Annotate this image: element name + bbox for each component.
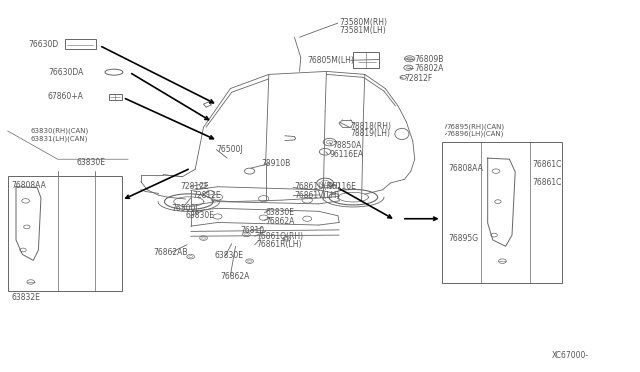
Text: 72812F: 72812F bbox=[404, 74, 433, 83]
Text: 73581M(LH): 73581M(LH) bbox=[339, 26, 386, 35]
Text: 76630DA: 76630DA bbox=[48, 68, 83, 77]
Text: 78910B: 78910B bbox=[261, 159, 291, 168]
Text: 63832E: 63832E bbox=[12, 293, 40, 302]
Text: 73580M(RH): 73580M(RH) bbox=[339, 18, 387, 27]
Text: 76896(LH)(CAN): 76896(LH)(CAN) bbox=[447, 131, 504, 137]
Bar bbox=[109, 94, 122, 100]
Text: 63830E: 63830E bbox=[266, 208, 294, 217]
Text: 76862AB: 76862AB bbox=[154, 248, 188, 257]
Text: 76809B: 76809B bbox=[415, 55, 444, 64]
Text: 76895G: 76895G bbox=[448, 234, 478, 243]
Text: 76861U(RH): 76861U(RH) bbox=[294, 182, 341, 191]
Text: 76861R(LH): 76861R(LH) bbox=[256, 240, 301, 249]
Text: 96116EA: 96116EA bbox=[330, 150, 364, 159]
Text: 63830(RH)(CAN): 63830(RH)(CAN) bbox=[31, 128, 89, 134]
Text: 76895(RH)(CAN): 76895(RH)(CAN) bbox=[447, 123, 505, 130]
Text: 76810: 76810 bbox=[240, 226, 264, 235]
Text: 63830E: 63830E bbox=[186, 211, 214, 220]
Text: 76862A: 76862A bbox=[266, 217, 295, 226]
Text: 78850A: 78850A bbox=[333, 141, 362, 150]
Bar bbox=[442, 142, 562, 283]
Text: 96116E: 96116E bbox=[328, 182, 356, 191]
Bar bbox=[8, 176, 122, 291]
Text: 72812E: 72812E bbox=[192, 191, 221, 200]
Text: 63831(LH)(CAN): 63831(LH)(CAN) bbox=[31, 135, 88, 142]
Text: 76808AA: 76808AA bbox=[12, 182, 46, 190]
Text: 76630D: 76630D bbox=[29, 40, 59, 49]
Text: 76802A: 76802A bbox=[415, 64, 444, 73]
Text: 76500J: 76500J bbox=[216, 145, 243, 154]
Text: 76500J: 76500J bbox=[172, 204, 198, 213]
Text: 63830E: 63830E bbox=[77, 158, 106, 167]
Text: 67860+A: 67860+A bbox=[48, 92, 84, 101]
Text: 76805M(LH): 76805M(LH) bbox=[307, 56, 354, 65]
Text: 76808AA: 76808AA bbox=[448, 164, 483, 173]
Text: 76861C: 76861C bbox=[532, 178, 562, 187]
Text: 63830E: 63830E bbox=[214, 251, 243, 260]
Bar bbox=[65, 39, 96, 49]
Text: 76862A: 76862A bbox=[221, 272, 250, 280]
Text: 78818(RH): 78818(RH) bbox=[351, 122, 392, 131]
Text: XC67000-: XC67000- bbox=[552, 351, 589, 360]
Text: 72812E: 72812E bbox=[180, 182, 209, 191]
Text: 78819(LH): 78819(LH) bbox=[351, 129, 390, 138]
Bar bbox=[353, 52, 379, 68]
Text: 76861C: 76861C bbox=[532, 160, 562, 169]
Text: 76861V(LH): 76861V(LH) bbox=[294, 191, 340, 200]
Text: 76861Q(RH): 76861Q(RH) bbox=[256, 232, 303, 241]
